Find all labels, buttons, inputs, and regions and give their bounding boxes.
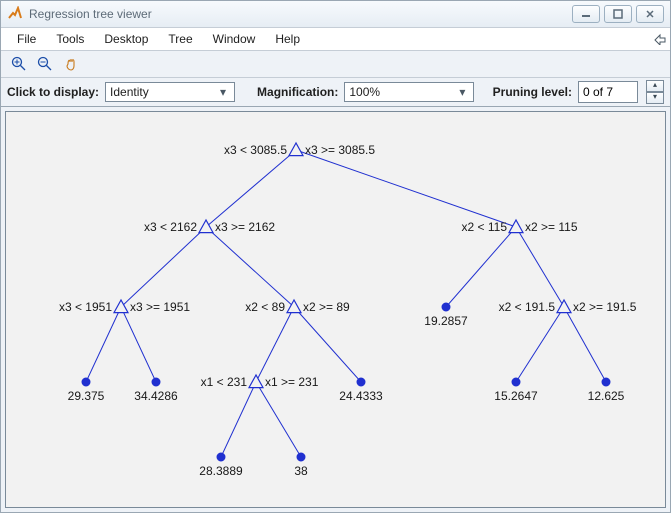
svg-text:29.375: 29.375 [68,389,105,403]
dock-icon[interactable] [650,29,670,49]
pruning-level-value: 0 of 7 [578,81,638,103]
magnification-select[interactable]: 100% ▾ [344,82,474,102]
svg-text:28.3889: 28.3889 [199,464,243,478]
tree-canvas[interactable]: x3 < 3085.5 x3 >= 3085.5 x3 < 2162 x3 >= 21… [5,111,666,508]
zoom-in-icon[interactable] [9,54,29,74]
click-to-display-select[interactable]: Identity ▾ [105,82,235,102]
svg-text:x1 >= 231: x1 >= 231 [265,375,319,389]
close-button[interactable] [636,5,664,23]
minimize-button[interactable] [572,5,600,23]
svg-text:12.625: 12.625 [588,389,625,403]
chevron-down-icon: ▾ [216,85,230,99]
svg-text:x2 < 115: x2 < 115 [462,220,508,234]
svg-text:x3 >= 1951: x3 >= 1951 [130,300,190,314]
menu-file[interactable]: File [7,30,46,48]
svg-text:34.4286: 34.4286 [134,389,178,403]
svg-text:24.4333: 24.4333 [339,389,383,403]
svg-text:x2 >= 115: x2 >= 115 [525,220,578,234]
svg-text:15.2647: 15.2647 [494,389,538,403]
svg-text:x3 >= 3085.5: x3 >= 3085.5 [305,143,375,157]
svg-text:x3 < 2162: x3 < 2162 [144,220,197,234]
svg-text:x3 < 3085.5: x3 < 3085.5 [224,143,287,157]
svg-text:x2 < 89: x2 < 89 [245,300,285,314]
svg-text:x2 >= 191.5: x2 >= 191.5 [573,300,637,314]
menu-tree[interactable]: Tree [158,30,202,48]
svg-text:x3 >= 2162: x3 >= 2162 [215,220,275,234]
zoom-out-icon[interactable] [35,54,55,74]
app-window: Regression tree viewer File Tools Deskto… [0,0,671,513]
pruning-spinner: ▴ ▾ [646,80,664,104]
pruning-level-label: Pruning level: [493,85,572,99]
menu-window[interactable]: Window [203,30,266,48]
controls-bar: Click to display: Identity ▾ Magnificati… [1,78,670,107]
svg-text:x2 >= 89: x2 >= 89 [303,300,350,314]
matlab-icon [7,6,23,22]
pan-icon[interactable] [61,54,81,74]
svg-text:x3 < 1951: x3 < 1951 [59,300,112,314]
click-to-display-label: Click to display: [7,85,99,99]
svg-text:x1 < 231: x1 < 231 [201,375,248,389]
menubar: File Tools Desktop Tree Window Help [1,28,670,51]
svg-text:38: 38 [294,464,308,478]
pruning-down-button[interactable]: ▾ [646,92,664,104]
tree-svg: x3 < 3085.5 x3 >= 3085.5 x3 < 2162 x3 >= 21… [6,112,661,508]
magnification-label: Magnification: [257,85,338,99]
click-to-display-value: Identity [110,85,149,99]
window-title: Regression tree viewer [29,7,572,21]
toolbar [1,51,670,78]
menu-tools[interactable]: Tools [46,30,94,48]
magnification-value: 100% [349,85,380,99]
menu-help[interactable]: Help [265,30,310,48]
maximize-button[interactable] [604,5,632,23]
svg-text:19.2857: 19.2857 [424,314,468,328]
menu-desktop[interactable]: Desktop [94,30,158,48]
pruning-up-button[interactable]: ▴ [646,80,664,92]
titlebar: Regression tree viewer [1,1,670,28]
svg-text:x2 < 191.5: x2 < 191.5 [499,300,556,314]
chevron-down-icon: ▾ [455,85,469,99]
